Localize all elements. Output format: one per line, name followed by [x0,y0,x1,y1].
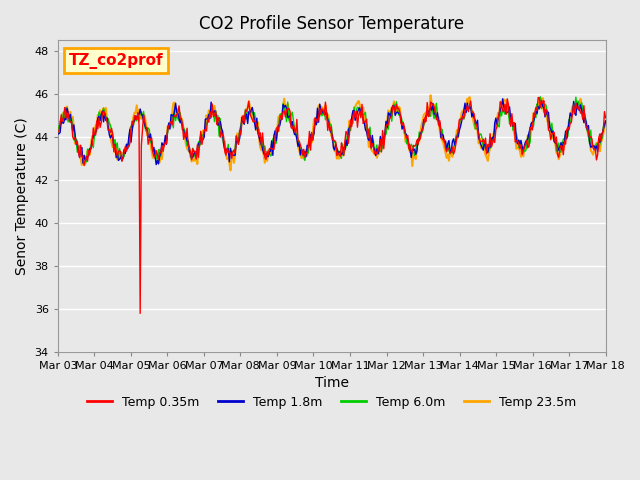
Title: CO2 Profile Sensor Temperature: CO2 Profile Sensor Temperature [199,15,464,33]
X-axis label: Time: Time [315,376,349,390]
Legend: Temp 0.35m, Temp 1.8m, Temp 6.0m, Temp 23.5m: Temp 0.35m, Temp 1.8m, Temp 6.0m, Temp 2… [82,391,582,414]
Y-axis label: Senor Temperature (C): Senor Temperature (C) [15,117,29,275]
Text: TZ_co2prof: TZ_co2prof [68,53,163,69]
